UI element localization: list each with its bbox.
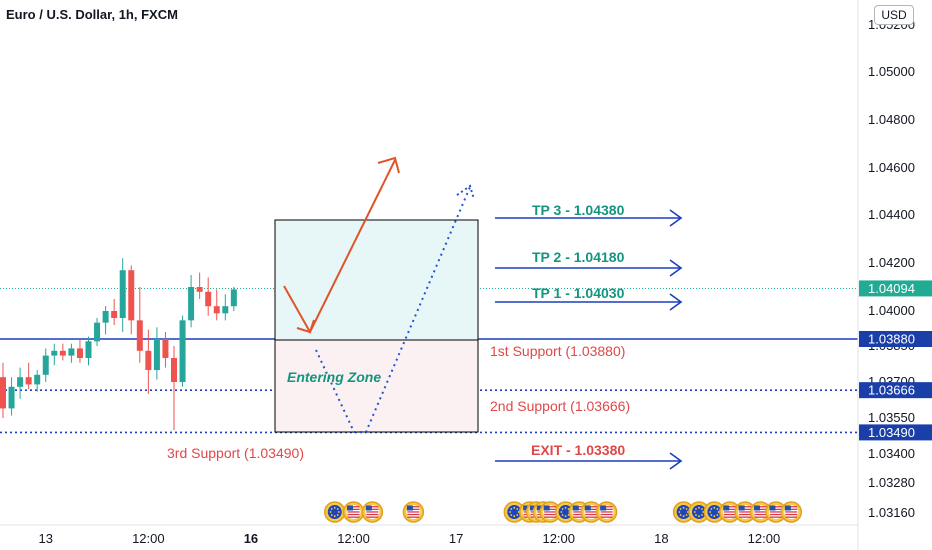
currency-button[interactable]: USD	[874, 5, 914, 25]
time-tick-label: 12:00	[542, 531, 575, 546]
projection-arrowhead-top	[377, 156, 400, 174]
zone-upper-box[interactable]	[274, 219, 479, 341]
price-label-text: 1.03490	[868, 425, 915, 440]
price-tick-label: 1.04000	[868, 303, 915, 318]
candle-body	[42, 355, 49, 375]
candle-body	[213, 306, 220, 314]
support1-label: 1st Support (1.03880)	[490, 343, 625, 359]
price-label-box	[859, 424, 932, 441]
candle-body	[136, 320, 143, 351]
price-label-text: 1.03880	[868, 332, 915, 347]
time-tick-label: 12:00	[337, 531, 370, 546]
tp1-label: TP 1 - 1.04030	[532, 285, 625, 301]
candle-body	[162, 339, 169, 358]
us-flag-icon[interactable]	[595, 501, 618, 523]
time-tick-label: 18	[654, 531, 668, 546]
trade-drawings[interactable]	[283, 156, 683, 470]
price-tick-label: 1.03400	[868, 446, 915, 461]
candle-body	[179, 320, 186, 382]
time-tick-label: 12:00	[748, 531, 781, 546]
price-label-box	[859, 331, 932, 347]
entering-zone-box[interactable]	[274, 219, 479, 433]
price-tick-label: 1.04800	[868, 112, 915, 127]
candle-body	[145, 350, 152, 370]
projection-arrowhead-bottom	[296, 319, 315, 334]
time-tick-label: 13	[39, 531, 53, 546]
candle-body	[196, 287, 203, 292]
tp2-label: TP 2 - 1.04180	[532, 249, 625, 265]
candle-body	[51, 350, 58, 356]
price-tick-label: 1.05000	[868, 64, 915, 79]
candle-body	[205, 291, 212, 307]
target-arrowhead	[669, 259, 683, 277]
exit-label: EXIT - 1.03380	[531, 442, 625, 458]
candle-body	[222, 306, 229, 314]
candle-body	[102, 311, 109, 323]
chart-title: Euro / U.S. Dollar, 1h, FXCM	[6, 7, 178, 22]
dotted-projection-path[interactable]	[315, 186, 471, 433]
price-label-box	[859, 382, 932, 399]
economic-events[interactable]	[323, 501, 803, 523]
us-flag-icon[interactable]	[749, 501, 772, 523]
tp3-label: TP 3 - 1.04380	[532, 202, 625, 218]
candle-body	[0, 377, 6, 409]
eu-flag-icon[interactable]	[323, 501, 346, 523]
support2-label: 2nd Support (1.03666)	[490, 398, 630, 414]
candle-body	[119, 270, 126, 318]
candle-body	[76, 348, 83, 358]
candle-body	[171, 358, 177, 382]
eu-flag-icon[interactable]	[703, 501, 726, 523]
us-flag-icon[interactable]	[719, 501, 741, 523]
dotted-projection-arrowhead	[456, 184, 475, 200]
eu-flag-icon[interactable]	[503, 501, 526, 523]
price-label-text: 1.04094	[868, 281, 915, 296]
candle-body	[34, 374, 41, 385]
us-flag-icon[interactable]	[734, 501, 756, 523]
support3-label: 3rd Support (1.03490)	[167, 445, 304, 461]
price-tick-label: 1.03280	[868, 475, 915, 490]
candle-body	[59, 350, 66, 356]
candle-body	[230, 289, 237, 307]
candle-body	[128, 270, 135, 321]
candle-body	[85, 341, 92, 358]
us-flag-icon[interactable]	[765, 501, 787, 523]
zone-lower-box[interactable]	[274, 339, 479, 433]
us-flag-icon[interactable]	[402, 501, 425, 523]
price-tick-label: 1.04600	[868, 160, 915, 175]
time-tick-label: 17	[449, 531, 463, 546]
time-tick-label: 16	[244, 531, 258, 546]
candle-body	[188, 287, 195, 321]
eu-flag-icon[interactable]	[688, 501, 710, 523]
candle-body	[68, 348, 75, 356]
us-flag-icon[interactable]	[342, 501, 365, 523]
price-tick-label: 1.03550	[868, 410, 915, 425]
candle-body	[8, 386, 15, 409]
target-arrows[interactable]	[495, 209, 683, 470]
time-axis: 13 12:00 16 12:00 17 12:00 18 12:00	[0, 524, 858, 546]
target-arrowhead	[669, 293, 683, 311]
entering-zone-label: Entering Zone	[287, 369, 381, 385]
candle-body	[111, 311, 118, 318]
price-tick-label: 1.04200	[868, 255, 915, 270]
price-label-box	[859, 280, 932, 297]
target-arrowhead	[669, 452, 683, 470]
candle-body	[17, 377, 24, 387]
price-label-text: 1.03666	[868, 383, 915, 398]
price-tick-label: 1.04400	[868, 207, 915, 222]
candle-body	[25, 377, 32, 385]
annotation-texts: TP 3 - 1.04380 TP 2 - 1.04180 TP 1 - 1.0…	[167, 202, 630, 461]
us-flag-icon[interactable]	[361, 501, 384, 523]
candlesticks	[0, 258, 237, 430]
price-tick-label: 1.03160	[868, 505, 915, 520]
target-arrowhead	[669, 209, 683, 227]
price-axis: 1.052001.050001.048001.046001.044001.042…	[857, 0, 932, 550]
time-tick-label: 12:00	[132, 531, 165, 546]
price-axis-background	[858, 0, 932, 550]
us-flag-icon[interactable]	[780, 501, 803, 523]
candle-body	[153, 339, 160, 370]
candle-body	[94, 322, 101, 342]
